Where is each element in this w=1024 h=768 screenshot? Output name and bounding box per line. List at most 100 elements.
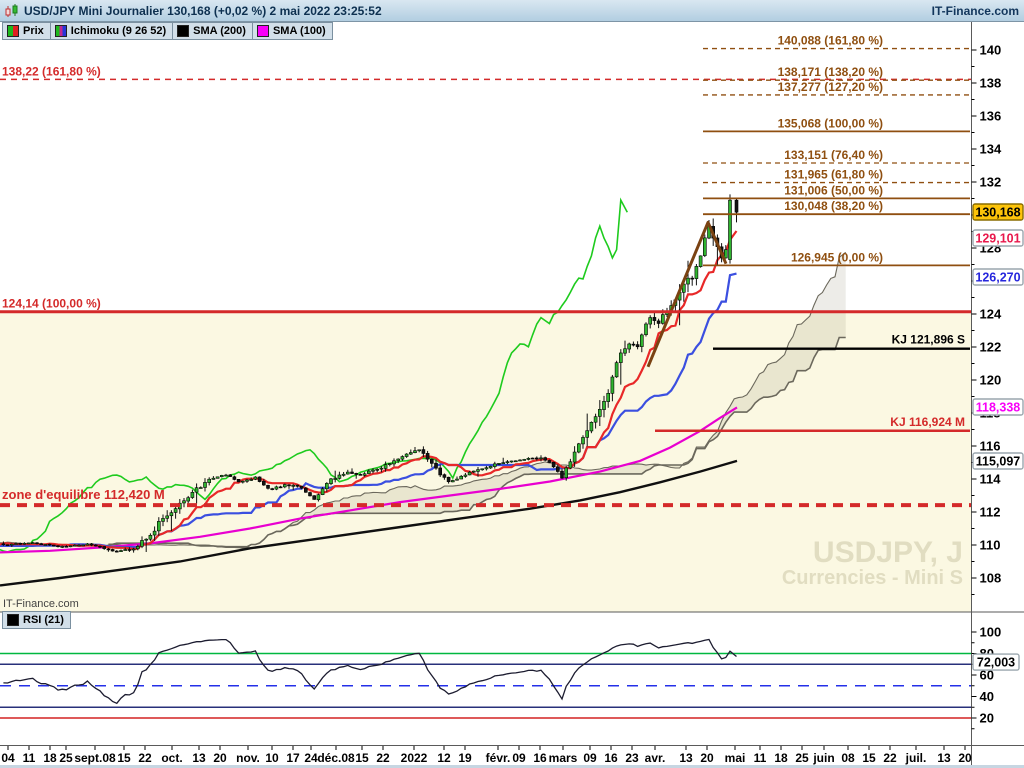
candle-body [299,485,304,489]
time-axis-label[interactable]: 04 [1,751,15,765]
time-axis-label[interactable]: 15 [862,751,876,765]
time-axis-label[interactable]: 18 [43,751,57,765]
candle-body [182,500,186,504]
time-axis-label[interactable]: 22 [138,751,152,765]
candle-body [639,334,644,347]
candle-body [618,352,623,363]
indicator-tab-ichimoku[interactable]: Ichimoku (9 26 52) [49,22,174,40]
time-axis-label[interactable]: 08 [841,751,855,765]
time-axis-label[interactable]: 24 [304,751,318,765]
time-axis-label[interactable]: juin [812,751,834,765]
time-axis-label[interactable]: 15 [355,751,369,765]
candle-body [224,474,228,477]
price-axis-tick-label: 134 [980,142,1002,157]
candle-body [291,485,296,487]
time-axis-label[interactable]: juil. [905,751,927,765]
time-axis-label[interactable]: 17 [286,751,300,765]
time-axis-label[interactable]: 09 [583,751,597,765]
candle-body [161,518,165,522]
time-axis-label[interactable]: 13 [937,751,951,765]
candle-body [534,457,539,460]
time-axis-label[interactable]: 20 [700,751,714,765]
candle-body [270,488,275,490]
candle-body [308,492,312,497]
time-axis-label[interactable]: 12 [437,751,451,765]
time-axis-label[interactable]: 22 [376,751,390,765]
rsi-swatch-icon [7,614,19,626]
candle-body [358,474,363,476]
candle-body [329,478,333,484]
candle-body [324,483,329,490]
candle-body [102,546,106,549]
time-axis-label[interactable]: 11 [23,751,36,765]
candle-body [509,460,514,463]
chikou-span-line [0,197,629,553]
time-axis-label[interactable]: 18 [774,751,788,765]
time-axis-label[interactable]: 23 [625,751,639,765]
candle-body [425,453,430,460]
brand-link[interactable]: IT-Finance.com [931,3,1019,18]
fibonacci-level-label: 133,151 (76,40 %) [784,148,883,162]
candle-body [539,457,543,460]
time-axis-label[interactable]: avr. [645,751,666,765]
time-axis-label[interactable]: 19 [458,751,472,765]
tenkan-sen-line [0,230,738,551]
time-axis-label[interactable]: mars [549,751,578,765]
tab-label: SMA (200) [193,25,246,37]
candle-body [26,542,31,545]
candle-body [631,343,636,346]
kijun-level-label: KJ 121,896 S [892,333,965,347]
time-axis-label[interactable]: mai [725,751,746,765]
time-axis-label[interactable]: 13 [679,751,693,765]
candle-body [497,463,501,465]
time-axis-label[interactable]: oct. [161,751,182,765]
time-axis-label[interactable]: sept.08 [74,751,116,765]
candlestick-series [1,194,739,553]
retracement-level-label: 138,22 (161,80 %) [2,64,101,78]
time-axis-label[interactable]: févr. [486,751,511,765]
price-axis-tick-label: 114 [980,472,1002,487]
time-axis-label[interactable]: 15 [117,751,131,765]
time-axis-label[interactable]: 25 [59,751,73,765]
time-axis-label[interactable]: 16 [604,751,618,765]
time-axis-label[interactable]: 09 [512,751,526,765]
indicator-tab-rsi[interactable]: RSI (21) [2,611,71,629]
price-readout-box [972,229,1024,247]
candle-body [190,492,195,498]
time-axis-label[interactable]: 20 [958,751,972,765]
candle-body [303,487,308,493]
candle-body [656,320,661,324]
rsi-plot-area[interactable] [0,612,971,745]
ichimoku-icon [54,25,67,37]
time-axis-label[interactable]: 2022 [401,751,428,765]
candle-body [606,392,611,402]
candle-body [274,486,279,490]
candle-body [98,545,102,548]
indicator-tab-sma100[interactable]: SMA (100) [251,22,333,40]
candle-body [660,314,665,324]
price-axis-column[interactable] [972,21,1024,765]
time-axis-label[interactable]: 16 [533,751,547,765]
price-axis-tick-label: 136 [980,109,1002,124]
equilibrium-zone-shading [0,313,971,612]
indicator-tab-sma200[interactable]: SMA (200) [172,22,253,40]
price-series-icon [7,25,19,37]
candle-body [572,451,577,463]
time-axis-label[interactable]: 11 [754,751,767,765]
indicator-tab-prix[interactable]: Prix [2,22,51,40]
time-axis-label[interactable]: nov. [236,751,260,765]
fibonacci-level-label: 135,068 (100,00 %) [778,116,883,130]
tab-label: RSI (21) [23,614,64,626]
candle-body [362,473,367,476]
time-axis-label[interactable]: 13 [192,751,206,765]
time-axis-label[interactable]: 20 [213,751,227,765]
price-readout-box [972,452,1024,470]
time-axis-label[interactable]: 10 [265,751,279,765]
price-readout-value: 130,168 [975,206,1020,220]
candle-body [564,467,569,479]
time-axis-label[interactable]: 25 [795,751,809,765]
sma200-line [0,459,738,587]
time-axis-label[interactable]: 22 [883,751,897,765]
time-axis-label[interactable]: déc.08 [317,751,355,765]
